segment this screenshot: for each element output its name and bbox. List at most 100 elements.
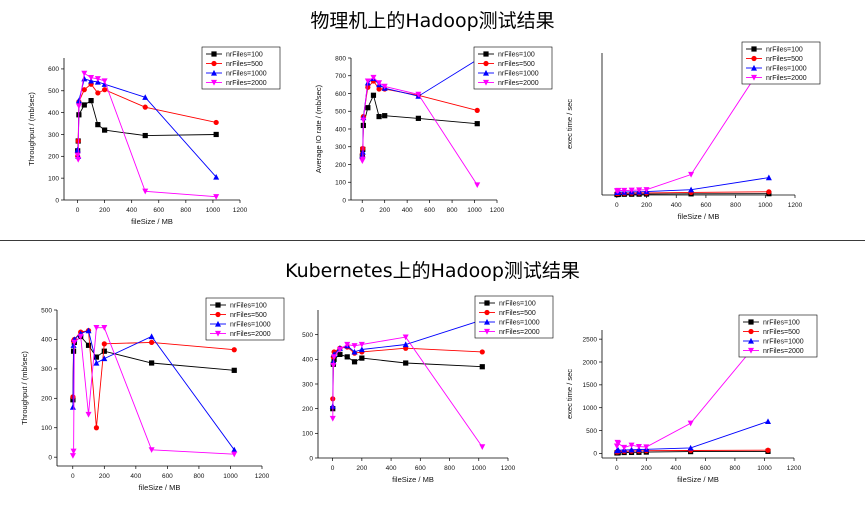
legend-label: nrFiles=100 — [763, 320, 800, 327]
x-axis-label: fileSize / MB — [392, 475, 434, 484]
data-point — [621, 444, 628, 451]
y-tick-label: 500 — [302, 332, 313, 339]
data-point — [142, 132, 148, 139]
legend-label: nrFiles=100 — [498, 52, 535, 59]
legend-marker — [484, 318, 490, 325]
data-point — [474, 182, 481, 189]
legend-marker — [751, 55, 757, 62]
data-point — [75, 156, 82, 163]
x-tick-label: 400 — [670, 465, 681, 472]
data-point — [635, 443, 642, 450]
x-tick-label: 600 — [700, 202, 711, 209]
legend-label: nrFiles=500 — [230, 312, 267, 319]
x-axis-label: fileSize / MB — [139, 483, 181, 492]
legend-marker — [483, 69, 489, 76]
data-point — [93, 354, 100, 360]
data-point — [70, 342, 77, 348]
data-point — [213, 131, 219, 138]
data-point — [213, 194, 220, 200]
y-tick-label: 0 — [55, 197, 59, 204]
data-point — [94, 76, 101, 82]
y-tick-label: 100 — [302, 431, 313, 438]
data-point — [479, 364, 485, 370]
legend-marker — [751, 74, 757, 81]
x-tick-label: 400 — [671, 202, 682, 209]
data-point — [142, 188, 149, 195]
legend-marker — [483, 51, 489, 57]
data-point — [330, 362, 337, 369]
series-group — [613, 53, 772, 194]
legend-label: nrFiles=500 — [499, 310, 536, 317]
x-tick-label: 1200 — [787, 465, 802, 472]
data-point — [74, 152, 81, 159]
data-point — [376, 113, 382, 120]
legend-label: nrFiles=2000 — [499, 329, 540, 336]
y-tick-label: 200 — [41, 396, 52, 403]
legend-marker — [483, 79, 489, 86]
x-tick-label: 1000 — [467, 207, 482, 214]
y-tick-label: 500 — [48, 88, 59, 95]
data-point — [364, 78, 371, 85]
y-tick-label: 2000 — [583, 359, 598, 366]
data-point — [376, 80, 383, 86]
y-axis-label: Throughput / (mb/sec) — [20, 351, 29, 425]
legend-label: nrFiles=500 — [766, 56, 803, 63]
data-point — [381, 83, 388, 90]
x-axis-label: fileSize / MB — [677, 475, 719, 484]
data-point — [358, 346, 365, 353]
y-tick-label: 800 — [335, 55, 346, 62]
x-tick-label: 1200 — [490, 207, 505, 214]
legend-marker — [748, 337, 754, 344]
legend-marker — [211, 79, 217, 86]
data-point — [687, 444, 694, 451]
data-point — [621, 187, 628, 194]
legend-marker — [748, 319, 754, 325]
data-point — [213, 173, 220, 180]
y-tick-label: 0 — [309, 455, 313, 462]
data-point — [351, 348, 358, 355]
data-point — [101, 341, 107, 347]
x-tick-label: 800 — [729, 465, 740, 472]
data-point — [95, 90, 101, 96]
data-point — [382, 113, 388, 119]
legend-label: nrFiles=2000 — [498, 80, 539, 87]
x-tick-label: 0 — [360, 207, 364, 214]
y-tick-label: 500 — [586, 428, 597, 435]
x-tick-label: 1000 — [757, 465, 772, 472]
legend-label: nrFiles=1000 — [226, 71, 267, 78]
x-axis-label: fileSize / MB — [678, 212, 720, 221]
data-point — [643, 444, 650, 451]
data-point — [149, 339, 155, 345]
data-point — [71, 339, 78, 346]
x-tick-label: 0 — [615, 465, 619, 472]
data-point — [85, 411, 92, 418]
data-point — [337, 351, 343, 357]
data-point — [70, 448, 77, 455]
data-point — [351, 343, 358, 349]
data-point — [95, 122, 101, 128]
data-point — [213, 119, 219, 126]
data-point — [336, 346, 343, 353]
x-tick-label: 800 — [444, 465, 455, 472]
y-tick-label: 300 — [335, 144, 346, 151]
x-axis-label: fileSize / MB — [131, 217, 173, 226]
data-point — [81, 87, 87, 93]
x-tick-label: 600 — [162, 473, 173, 480]
x-tick-label: 600 — [424, 207, 435, 214]
x-tick-label: 400 — [126, 207, 137, 214]
data-point — [69, 453, 76, 459]
data-point — [351, 359, 358, 365]
data-point — [688, 171, 695, 178]
y-tick-label: 2500 — [583, 336, 598, 343]
data-point — [360, 117, 367, 124]
x-tick-label: 0 — [71, 473, 75, 480]
series-group — [359, 74, 481, 189]
y-tick-label: 100 — [48, 175, 59, 182]
x-tick-label: 0 — [76, 207, 80, 214]
y-tick-label: 300 — [48, 132, 59, 139]
data-point — [636, 187, 643, 194]
